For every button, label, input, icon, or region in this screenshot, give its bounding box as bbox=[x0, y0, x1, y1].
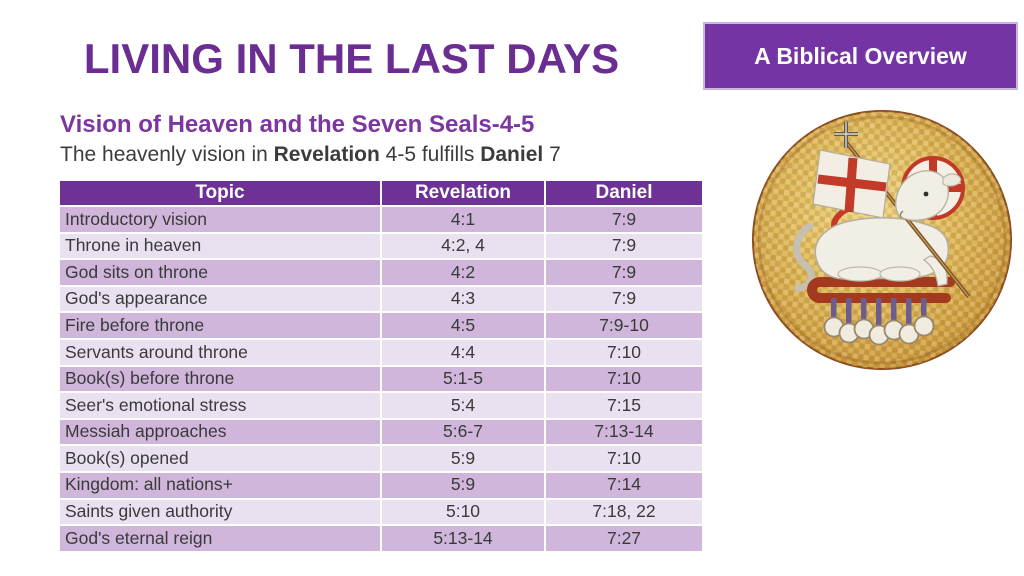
overview-badge-label: A Biblical Overview bbox=[754, 42, 967, 69]
table-cell: 4:2 bbox=[380, 258, 546, 287]
table-cell: God sits on throne bbox=[58, 258, 382, 287]
table-row: Saints given authority 5:10 7:18, 22 bbox=[58, 497, 704, 527]
table-row: God sits on throne 4:2 7:9 bbox=[58, 258, 704, 287]
table-cell: Servants around throne bbox=[58, 337, 382, 367]
table-cell: Saints given authority bbox=[58, 497, 382, 527]
section-heading: Vision of Heaven and the Seven Seals-4-5 bbox=[60, 111, 535, 138]
table-row: Book(s) opened 5:9 7:10 bbox=[58, 444, 704, 473]
table-cell: 4:5 bbox=[380, 311, 546, 340]
description-bold-term: Revelation bbox=[273, 143, 380, 166]
section-description: The heavenly vision in Revelation 4-5 fu… bbox=[60, 141, 561, 168]
banner-flag-icon bbox=[812, 149, 891, 219]
table-cell: Seer's emotional stress bbox=[58, 391, 382, 420]
lamb-of-god-mosaic-image bbox=[752, 110, 1012, 370]
table-cell: Kingdom: all nations+ bbox=[58, 470, 382, 500]
table-cell: God's eternal reign bbox=[58, 524, 382, 553]
table-cell: 4:3 bbox=[380, 284, 546, 314]
scroll-base bbox=[807, 277, 955, 303]
table-cell: 4:2, 4 bbox=[380, 231, 546, 261]
table-row: Servants around throne 4:4 7:10 bbox=[58, 337, 704, 367]
table-cell: 5:10 bbox=[380, 497, 546, 527]
table-row: God's eternal reign 5:13-14 7:27 bbox=[58, 524, 704, 553]
table-row: Book(s) before throne 5:1-5 7:10 bbox=[58, 364, 704, 394]
lamb-eye bbox=[923, 191, 929, 197]
table-row: Introductory vision 4:1 7:9 bbox=[58, 205, 704, 234]
column-header: Topic bbox=[58, 179, 382, 207]
tail-ribbon bbox=[793, 222, 816, 292]
table-cell: 7:9 bbox=[544, 258, 704, 287]
table-row: Messiah approaches 5:6-7 7:13-14 bbox=[58, 417, 704, 447]
table-row: Fire before throne 4:5 7:9-10 bbox=[58, 311, 704, 340]
table-cell: 7:27 bbox=[544, 524, 704, 553]
lamb-figure bbox=[814, 217, 950, 287]
table-cell: God's appearance bbox=[58, 284, 382, 314]
table-cell: 7:10 bbox=[544, 364, 704, 394]
table-cell: Fire before throne bbox=[58, 311, 382, 340]
description-text: The heavenly vision in bbox=[60, 143, 274, 166]
table-cell: 5:4 bbox=[380, 391, 546, 420]
column-header: Revelation bbox=[380, 179, 546, 207]
table-cell: 7:18, 22 bbox=[544, 497, 704, 527]
table-cell: Throne in heaven bbox=[58, 231, 382, 261]
table-row: Kingdom: all nations+ 5:9 7:14 bbox=[58, 470, 704, 500]
table-cell: Book(s) before throne bbox=[58, 364, 382, 394]
table-cell: 7:9 bbox=[544, 205, 704, 234]
lamb-head bbox=[895, 170, 962, 221]
table-cell: 7:9 bbox=[544, 231, 704, 261]
comparison-table: Topic Revelation Daniel Introductory visio… bbox=[58, 179, 704, 553]
table-header-row: Topic Revelation Daniel bbox=[58, 179, 704, 207]
table-cell: Introductory vision bbox=[58, 205, 382, 234]
table-cell: 7:10 bbox=[544, 444, 704, 473]
table-row: God's appearance 4:3 7:9 bbox=[58, 284, 704, 314]
table-cell: 5:1-5 bbox=[380, 364, 546, 394]
table-cell: 5:9 bbox=[380, 444, 546, 473]
description-text: 4-5 fulfills bbox=[379, 143, 481, 166]
description-bold-term: Daniel bbox=[480, 143, 544, 166]
table-cell: Book(s) opened bbox=[58, 444, 382, 473]
column-header: Daniel bbox=[544, 179, 704, 207]
table-cell: 5:9 bbox=[380, 470, 546, 500]
overview-badge: A Biblical Overview bbox=[703, 22, 1018, 90]
table-row: Throne in heaven 4:2, 4 7:9 bbox=[58, 231, 704, 261]
slide-title: LIVING IN THE LAST DAYS bbox=[83, 35, 620, 82]
table-row: Seer's emotional stress 5:4 7:15 bbox=[58, 391, 704, 420]
seven-seals bbox=[823, 298, 935, 346]
table-cell: 7:9 bbox=[544, 284, 704, 314]
table-cell: 7:10 bbox=[544, 337, 704, 367]
table-cell: 4:1 bbox=[380, 205, 546, 234]
table-cell: 7:14 bbox=[544, 470, 704, 500]
table-cell: 4:4 bbox=[380, 337, 546, 367]
table-cell: 7:9-10 bbox=[544, 311, 704, 340]
description-text: 7 bbox=[543, 143, 561, 166]
table-cell: Messiah approaches bbox=[58, 417, 382, 447]
table-cell: 5:13-14 bbox=[380, 524, 546, 553]
table-cell: 7:13-14 bbox=[544, 417, 704, 447]
table-cell: 7:15 bbox=[544, 391, 704, 420]
table-cell: 5:6-7 bbox=[380, 417, 546, 447]
staff-cross-icon bbox=[834, 122, 858, 148]
